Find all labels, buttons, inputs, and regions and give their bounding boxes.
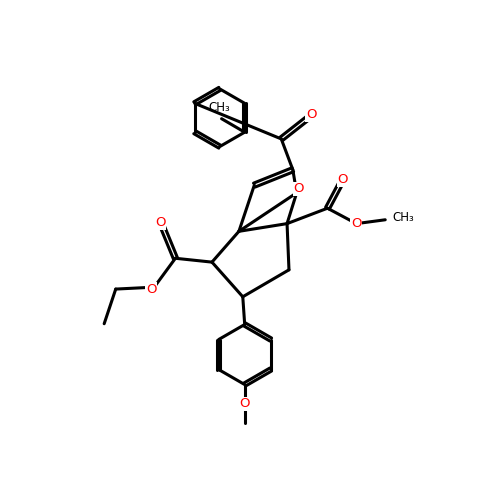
- Text: O: O: [351, 217, 362, 230]
- Text: O: O: [146, 282, 156, 296]
- Text: O: O: [338, 173, 348, 186]
- Text: O: O: [306, 108, 316, 121]
- Text: O: O: [240, 398, 250, 410]
- Text: O: O: [155, 216, 165, 229]
- Text: CH₃: CH₃: [209, 101, 231, 114]
- Text: CH₃: CH₃: [392, 212, 414, 224]
- Text: O: O: [294, 182, 304, 196]
